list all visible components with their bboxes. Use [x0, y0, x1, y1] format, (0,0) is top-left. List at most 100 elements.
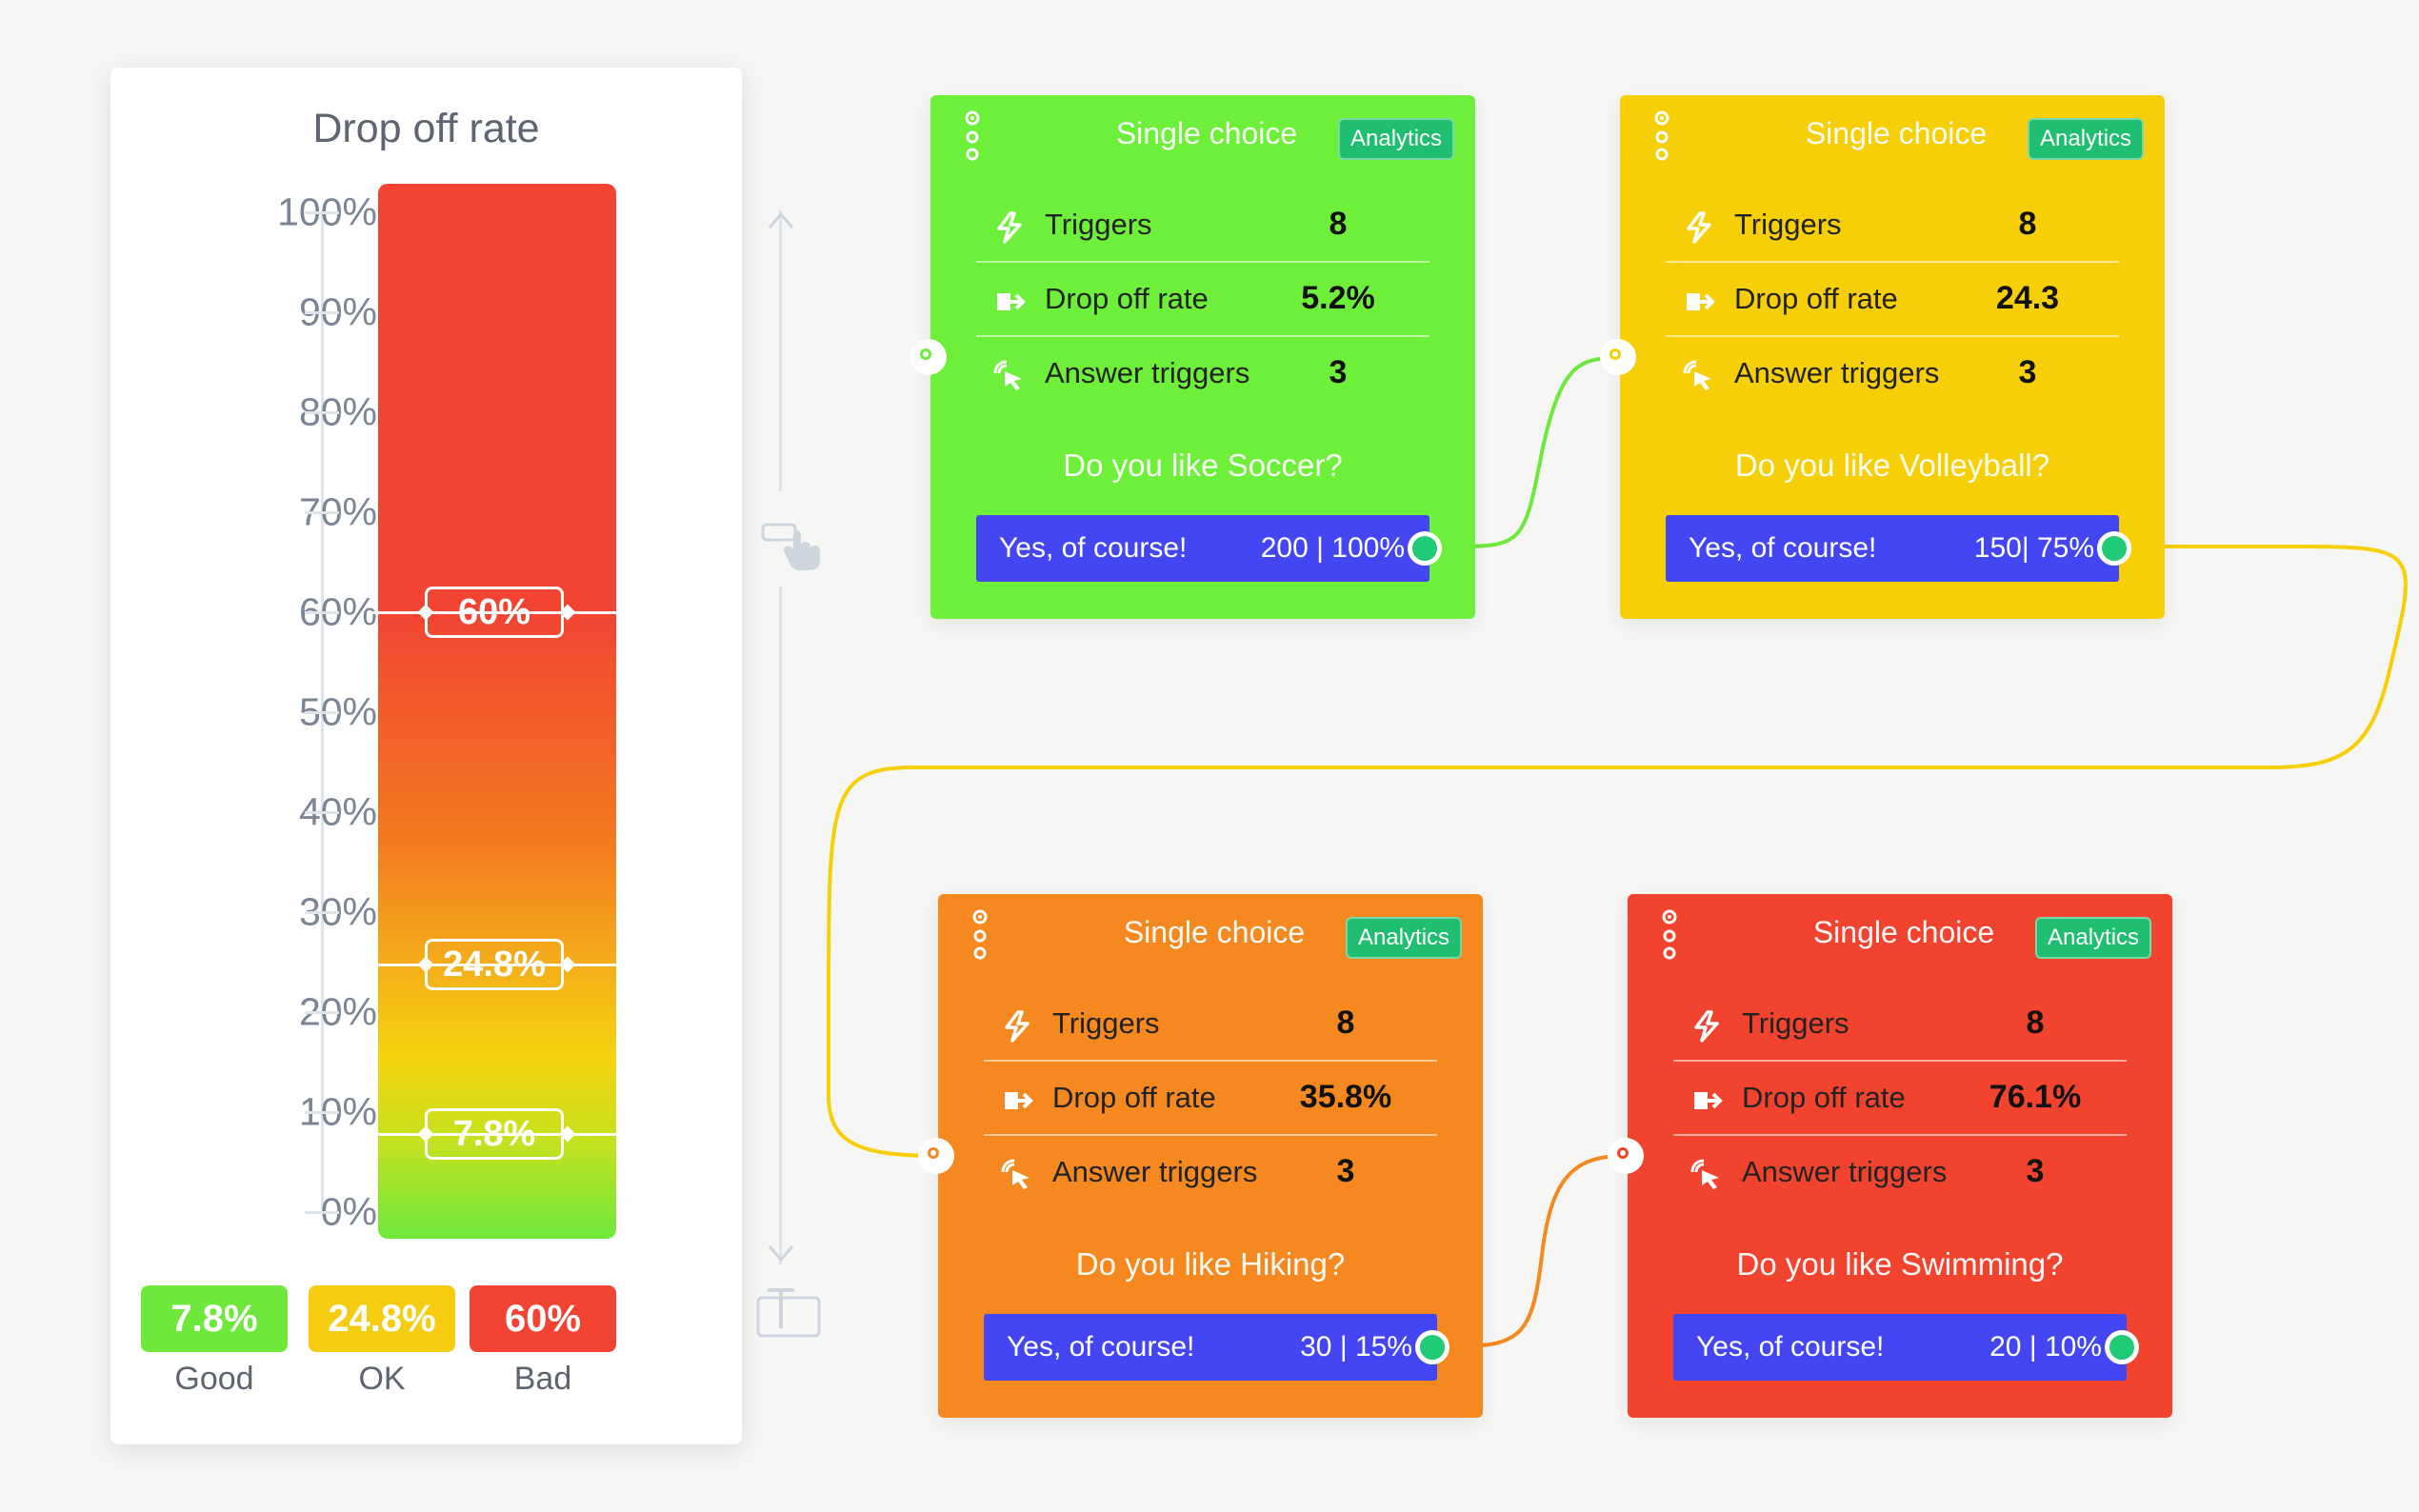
card-type-title: Single choice	[1123, 915, 1306, 949]
stat-value: 35.8%	[1299, 1079, 1392, 1115]
legend-label-bad: Bad	[513, 1361, 572, 1397]
answer-label: Yes, of course!	[1007, 1331, 1195, 1363]
scale-tick	[305, 411, 339, 414]
question-text: Do you like Volleyball?	[1734, 448, 2050, 483]
scale-tick	[305, 211, 339, 214]
legend-badge-bad[interactable]: 60%	[470, 1285, 616, 1352]
scale-tick	[305, 611, 339, 614]
answer-stat: 20 | 10%	[1989, 1331, 2102, 1363]
input-port[interactable]	[910, 339, 947, 375]
answer-stat: 200 | 100%	[1260, 532, 1405, 564]
drag-handle-icon[interactable]	[963, 110, 982, 162]
analytics-badge[interactable]: Analytics	[1346, 917, 1463, 959]
exit-icon	[1683, 286, 1715, 318]
legend-badge-ok[interactable]: 24.8%	[309, 1285, 455, 1352]
stat-value: 24.3	[1995, 280, 2060, 316]
output-port[interactable]	[1415, 1330, 1449, 1364]
question-card[interactable]: Single choice Analytics Triggers 8 Drop off …	[1600, 95, 2165, 619]
scale-tick	[305, 911, 339, 914]
connector-volleyball-hiking	[827, 545, 2408, 1158]
cursor-click-icon	[993, 360, 1026, 392]
question-card[interactable]: Single choice Analytics Triggers 8 Drop off …	[918, 894, 1483, 1418]
stat-label: Answer triggers	[1045, 356, 1250, 389]
stat-label: Answer triggers	[1742, 1155, 1948, 1188]
stat-value: 3	[1336, 1153, 1355, 1189]
stat-value: 76.1%	[1989, 1079, 2082, 1115]
arrow-up-icon[interactable]	[767, 210, 795, 239]
answer-option[interactable]: Yes, of course! 200 | 100%	[976, 515, 1429, 582]
stat-label: Triggers	[1742, 1006, 1849, 1040]
output-port[interactable]	[2105, 1330, 2139, 1364]
arrow-down-icon[interactable]	[767, 1235, 795, 1263]
stat-label: Drop off rate	[1742, 1081, 1906, 1114]
answer-label: Yes, of course!	[1696, 1331, 1885, 1363]
stat-value: 8	[2018, 206, 2037, 242]
card-type-title: Single choice	[1115, 116, 1298, 150]
threshold-line	[372, 611, 622, 614]
connector-hiking-swimming	[1456, 1154, 1625, 1348]
drag-hand-icon[interactable]	[761, 515, 830, 572]
analytics-badge[interactable]: Analytics	[2028, 118, 2145, 160]
stat-row: Triggers 8	[976, 190, 1429, 263]
scale-tick	[305, 711, 339, 714]
stat-row: Answer triggers 3	[984, 1138, 1437, 1210]
lightning-icon	[1683, 211, 1715, 244]
card-type-title: Single choice	[1812, 915, 1995, 949]
stat-row: Triggers 8	[984, 989, 1437, 1062]
stat-value: 3	[1329, 354, 1348, 390]
output-port[interactable]	[1408, 531, 1442, 566]
drag-handle-icon[interactable]	[970, 909, 990, 961]
answer-option[interactable]: Yes, of course! 20 | 10%	[1673, 1314, 2127, 1381]
input-port[interactable]	[918, 1138, 954, 1174]
lightning-icon	[1001, 1010, 1033, 1043]
cursor-click-icon	[1690, 1159, 1723, 1191]
lightning-icon	[993, 211, 1026, 244]
stat-label: Answer triggers	[1052, 1155, 1258, 1188]
range-axis-upper	[779, 210, 782, 491]
input-port[interactable]	[1608, 1138, 1644, 1174]
cursor-click-icon	[1683, 360, 1715, 392]
exit-icon	[1001, 1084, 1033, 1117]
drop-off-gradient-bar	[378, 184, 616, 1239]
stat-label: Triggers	[1734, 208, 1842, 241]
stat-value: 8	[2026, 1005, 2045, 1041]
stat-label: Triggers	[1045, 208, 1152, 241]
drag-handle-icon[interactable]	[1660, 909, 1679, 961]
legend-label-ok: OK	[358, 1361, 406, 1397]
analytics-badge[interactable]: Analytics	[2035, 917, 2152, 959]
question-card[interactable]: Single choice Analytics Triggers 8 Drop off …	[1608, 894, 2172, 1418]
range-axis-lower	[779, 587, 782, 1264]
scale-tick	[305, 1211, 339, 1214]
stat-label: Drop off rate	[1052, 1081, 1216, 1114]
scale-axis	[321, 210, 324, 1210]
threshold-marker[interactable]: 7.8%	[425, 1108, 564, 1161]
drop-off-rate-panel: Drop off rate 100% 90% 80% 70% 60% 50% 40% 30% 2…	[110, 68, 821, 1444]
question-text: Do you like Swimming?	[1736, 1246, 2064, 1282]
input-port[interactable]	[1600, 339, 1636, 375]
cursor-click-icon	[1001, 1159, 1033, 1191]
legend-badge-good[interactable]: 7.8%	[141, 1285, 288, 1352]
stat-label: Triggers	[1052, 1006, 1160, 1040]
stat-value: 3	[2018, 354, 2037, 390]
threshold-line	[372, 1133, 622, 1137]
stat-row: Answer triggers 3	[1673, 1138, 2127, 1210]
text-field-icon[interactable]	[754, 1284, 823, 1343]
answer-option[interactable]: Yes, of course! 150| 75%	[1666, 515, 2119, 582]
scale-tick	[305, 1011, 339, 1014]
threshold-marker[interactable]: 24.8%	[425, 938, 564, 990]
threshold-marker[interactable]: 60%	[425, 587, 564, 638]
stat-value: 8	[1329, 206, 1348, 242]
answer-stat: 150| 75%	[1973, 532, 2094, 564]
drag-handle-icon[interactable]	[1652, 110, 1671, 162]
answer-option[interactable]: Yes, of course! 30 | 15%	[984, 1314, 1437, 1381]
stat-value: 3	[2026, 1153, 2045, 1189]
output-port[interactable]	[2097, 531, 2131, 566]
exit-icon	[1690, 1084, 1723, 1117]
threshold-line	[372, 963, 622, 966]
analytics-badge[interactable]: Analytics	[1338, 118, 1455, 160]
stat-value: 8	[1336, 1005, 1355, 1041]
stat-row: Drop off rate 76.1%	[1673, 1064, 2127, 1136]
stat-row: Answer triggers 3	[1666, 339, 2119, 411]
question-card[interactable]: Single choice Analytics Triggers 8 Drop off …	[910, 95, 1475, 619]
